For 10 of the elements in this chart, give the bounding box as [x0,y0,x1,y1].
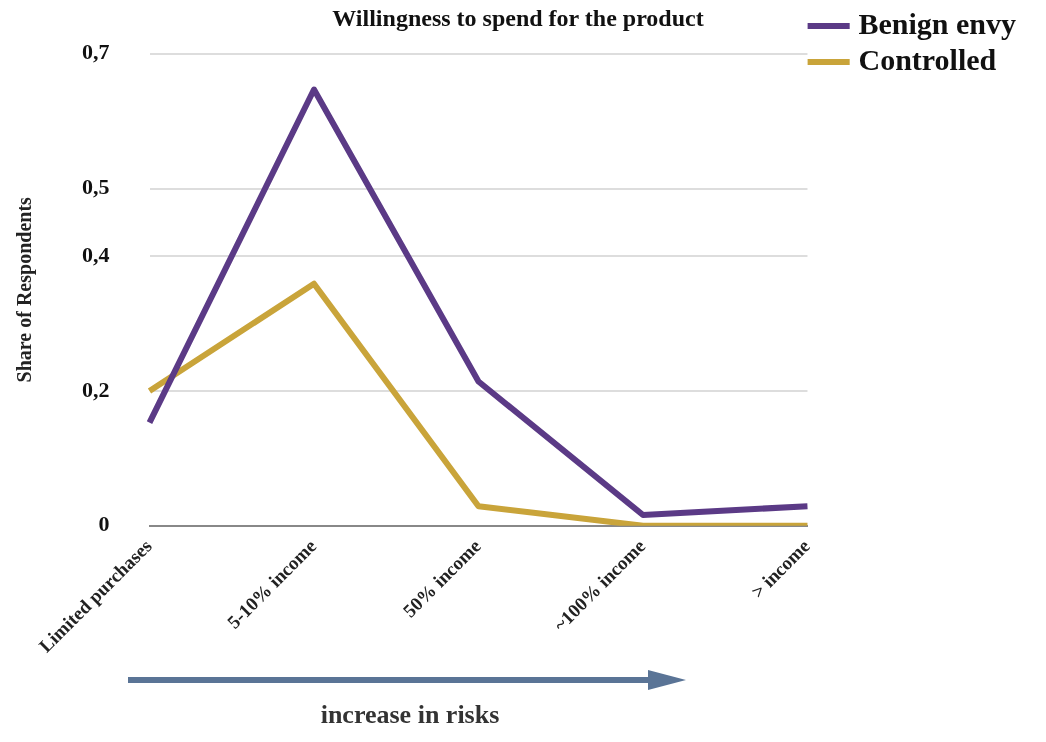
y-tick-label: 0,7 [82,39,110,65]
y-tick-label: 0,5 [82,174,110,200]
y-tick-label: 0,4 [82,241,110,267]
y-axis-title: Share of Respondents [13,196,37,383]
chart-title: Willingness to spend for the product [332,4,704,31]
legend-label: Controlled [858,42,997,76]
legend-label: Benign envy [858,6,1016,40]
x-axis-title: increase in risks [319,700,501,730]
y-tick-label: 0,2 [82,376,110,402]
y-tick-label: 0 [98,511,110,537]
